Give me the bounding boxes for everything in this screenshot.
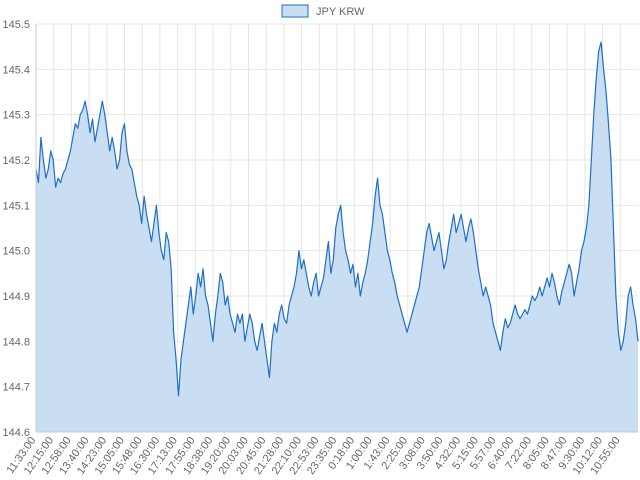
legend-swatch[interactable] bbox=[281, 4, 309, 18]
axes bbox=[35, 24, 638, 433]
y-tick-label: 144.6 bbox=[2, 427, 30, 439]
series-area-fill bbox=[36, 42, 638, 432]
y-tick-label: 145.1 bbox=[2, 200, 30, 212]
y-tick-label: 144.7 bbox=[2, 382, 30, 394]
y-axis-tick-labels: 144.6 144.7 144.8 144.9 145.0 145.1 145.2 145.3… bbox=[2, 19, 30, 439]
legend-label[interactable]: JPY KRW bbox=[316, 6, 365, 18]
legend[interactable]: JPY KRW bbox=[281, 4, 365, 18]
y-tick-label: 145.5 bbox=[2, 19, 30, 31]
y-tick-label: 145.2 bbox=[2, 155, 30, 167]
y-tick-label: 145.0 bbox=[2, 246, 30, 258]
y-tick-label: 145.3 bbox=[2, 110, 30, 122]
y-tick-label: 145.4 bbox=[2, 64, 30, 76]
series-line bbox=[35, 41, 639, 397]
y-tick-label: 144.8 bbox=[2, 336, 30, 348]
y-tick-label: 144.9 bbox=[2, 291, 30, 303]
series-area-layer bbox=[35, 41, 639, 432]
x-axis-tick-labels: 11:33:0012:15:0012:58:0013:40:0014:23:00… bbox=[5, 435, 623, 477]
